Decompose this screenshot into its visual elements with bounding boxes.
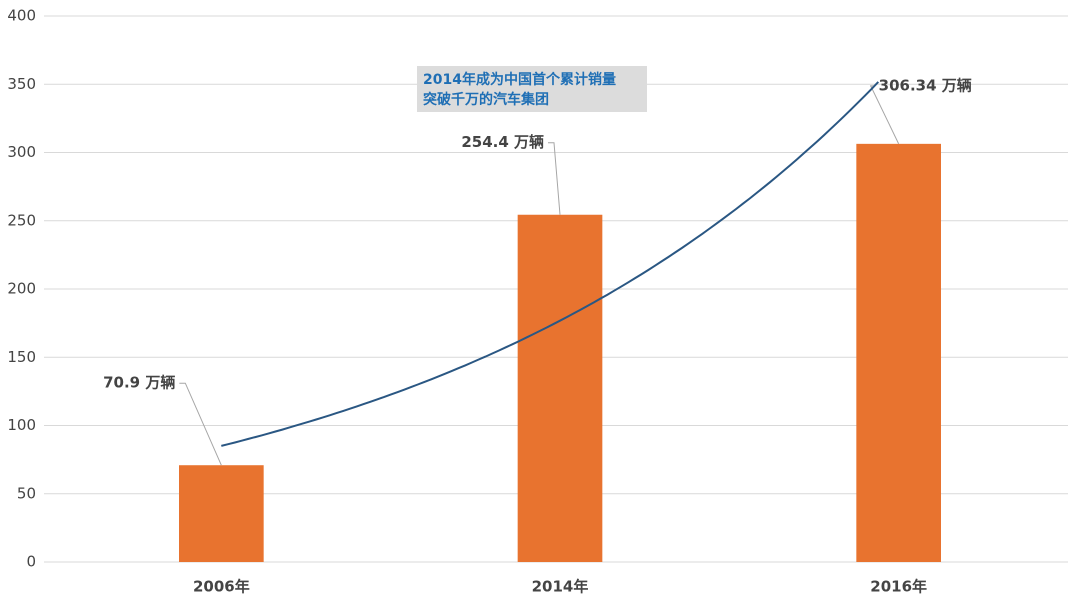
- y-tick-label: 0: [26, 553, 36, 571]
- annotation-line: 2014年成为中国首个累计销量: [423, 71, 616, 88]
- bar: [517, 214, 603, 562]
- y-tick-label: 200: [7, 280, 36, 298]
- value-label: 70.9 万辆: [103, 374, 175, 392]
- y-tick-label: 150: [7, 348, 36, 366]
- y-tick-label: 350: [7, 75, 36, 93]
- annotation-line: 突破千万的汽车集团: [423, 91, 549, 108]
- y-tick-label: 100: [7, 416, 36, 434]
- y-tick-label: 300: [7, 143, 36, 161]
- leader-line: [179, 382, 222, 466]
- bar: [179, 465, 264, 562]
- y-tick-label: 250: [7, 211, 36, 229]
- value-label: 306.34 万辆: [879, 76, 972, 94]
- y-tick-label: 50: [17, 484, 36, 502]
- annotation-box: [417, 66, 647, 112]
- x-tick-label: 2006年: [193, 578, 250, 596]
- x-tick-label: 2014年: [532, 578, 589, 596]
- leader-line: [548, 142, 561, 215]
- x-tick-label: 2016年: [870, 578, 927, 596]
- value-label: 254.4 万辆: [461, 133, 544, 151]
- bar: [856, 143, 941, 563]
- y-tick-label: 400: [7, 7, 36, 25]
- leader-line: [869, 85, 900, 145]
- trendline: [221, 81, 880, 447]
